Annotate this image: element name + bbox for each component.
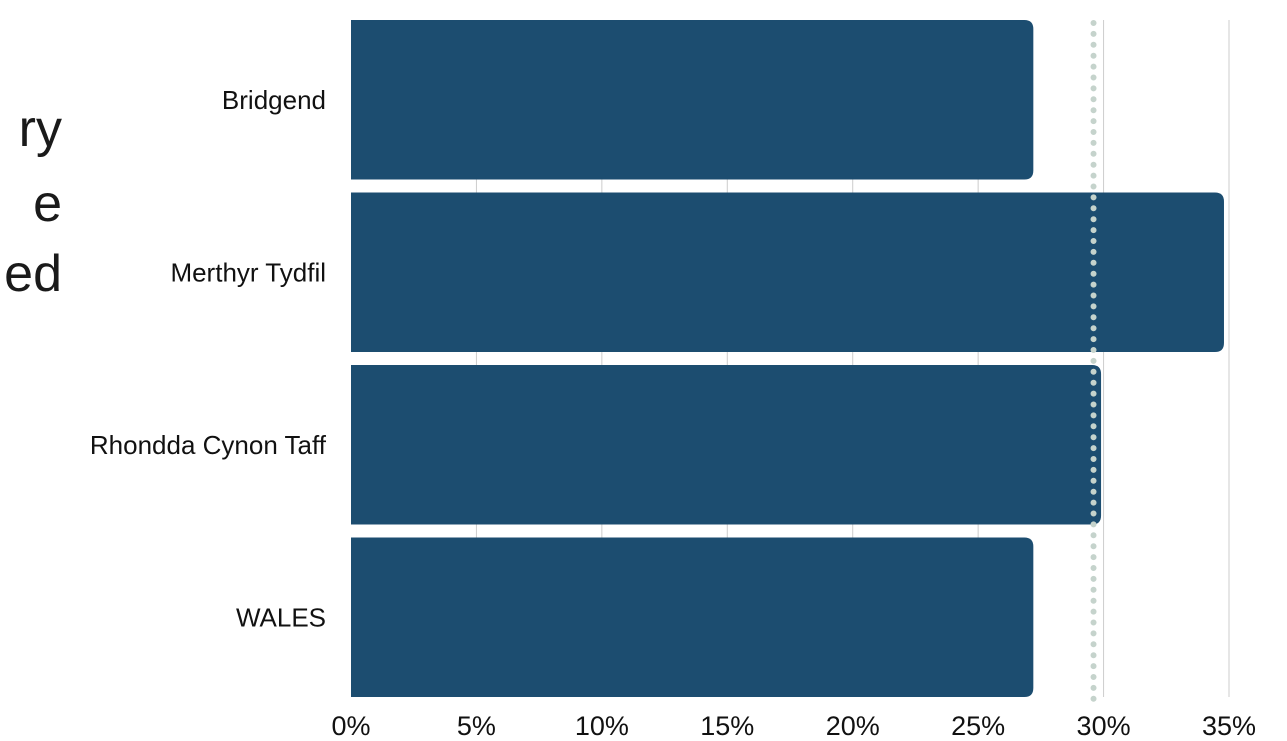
category-label: Rhondda Cynon Taff: [90, 430, 327, 460]
category-label: Bridgend: [222, 85, 326, 115]
x-tick-label: 20%: [826, 711, 880, 741]
x-tick-label: 10%: [575, 711, 629, 741]
side-text-fragment-2: e: [33, 175, 62, 233]
bars: [351, 20, 1224, 697]
cropped-side-text: ry e ed: [0, 0, 80, 400]
x-tick-label: 30%: [1077, 711, 1131, 741]
bar-0: [351, 20, 1034, 180]
category-label: WALES: [236, 602, 326, 632]
x-tick-labels: 0% 5% 10% 15% 20% 25% 30% 35%: [331, 711, 1256, 741]
bar-1: [351, 192, 1224, 352]
x-tick-label: 25%: [951, 711, 1005, 741]
side-text-fragment-3: ed: [4, 245, 62, 303]
x-tick-label: 35%: [1202, 711, 1256, 741]
category-labels: Bridgend Merthyr Tydfil Rhondda Cynon Taff…: [90, 85, 327, 633]
x-tick-label: 5%: [457, 711, 496, 741]
x-tick-label: 15%: [700, 711, 754, 741]
bar-2: [351, 365, 1102, 525]
side-text-fragment-1: ry: [18, 100, 62, 158]
category-label: Merthyr Tydfil: [170, 257, 326, 287]
bar-3: [351, 537, 1034, 697]
x-tick-label: 0%: [331, 711, 370, 741]
